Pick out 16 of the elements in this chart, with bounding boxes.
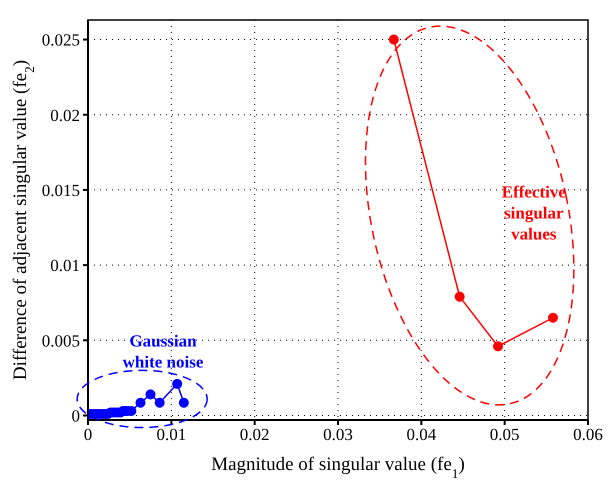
x-axis-title: Magnitude of singular value (fe$_{1}$) [211,454,465,480]
y-tick-label: 0.005 [42,331,80,350]
x-tick-label: 0 [84,425,92,444]
x-tick-label: 0.01 [156,425,186,444]
y-tick-label: 0.02 [50,106,80,125]
x-tick-label: 0.02 [240,425,270,444]
annotation: Effective singular values [502,182,566,244]
y-tick-label: 0.025 [42,30,80,50]
x-tick-label: 0.04 [406,425,437,444]
x-tick-label: 0.06 [573,425,603,444]
y-tick-label: 0 [72,406,80,426]
annotation: Gaussian white noise [122,331,204,372]
x-tick-label: 0.03 [323,425,353,444]
x-tick-label: 0.05 [490,425,520,444]
y-tick-label: 0.015 [42,180,80,200]
y-tick-label: 0.01 [50,256,80,276]
